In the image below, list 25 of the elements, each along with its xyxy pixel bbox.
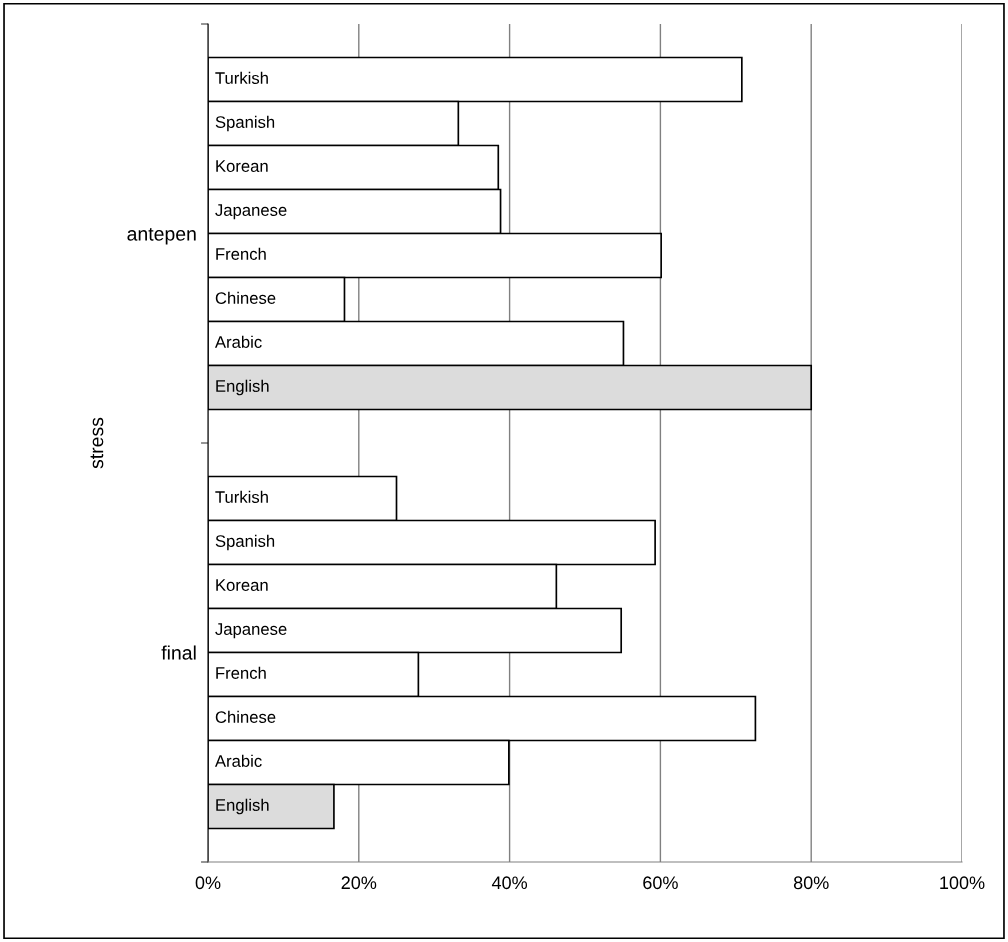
y-tick-label: final	[161, 645, 196, 660]
series-label: Japanese	[215, 204, 287, 220]
x-tick-label: 80%	[793, 876, 829, 890]
series-label: French	[216, 247, 266, 260]
text: Chinese	[215, 710, 276, 723]
y-tick-label: antepen	[127, 227, 196, 245]
text: Spanish	[215, 534, 275, 551]
series-label: Spanish	[215, 115, 275, 132]
text: Korean	[216, 579, 268, 591]
text: Turkish	[215, 490, 268, 503]
text: English	[216, 798, 269, 815]
x-tick-label: 100%	[940, 876, 985, 890]
series-label: Korean	[216, 160, 268, 172]
y-axis-title: stress	[90, 417, 104, 469]
text: Japanese	[215, 623, 287, 639]
text: Arabic	[214, 754, 262, 767]
series-label: English	[216, 379, 269, 396]
series-label: Turkish	[215, 71, 268, 84]
x-tick-label: 60%	[643, 876, 678, 890]
series-label: Chinese	[215, 291, 276, 304]
text: French	[216, 666, 266, 679]
x-tick-label: 20%	[341, 876, 377, 890]
x-tick-label: 0%	[195, 876, 221, 890]
series-label: Arabic	[214, 335, 262, 348]
x-tick-label: 40%	[491, 876, 528, 890]
